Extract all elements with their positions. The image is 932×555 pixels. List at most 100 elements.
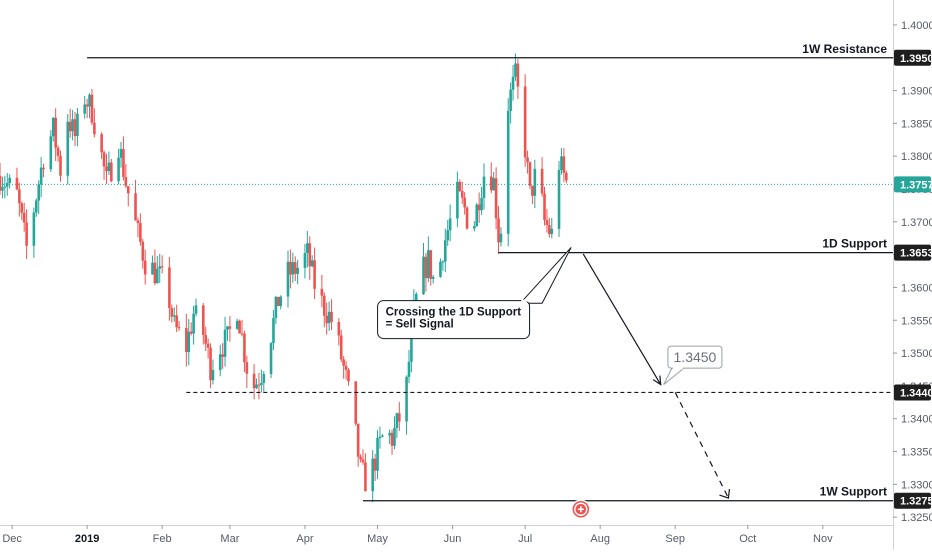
time-axis-bg [0, 525, 893, 550]
candle-body [306, 243, 309, 254]
candle-body [313, 260, 316, 289]
candle-body [303, 253, 307, 268]
level-badge-bg [894, 244, 931, 261]
candle-body [20, 203, 24, 213]
projection-arrow-line [674, 392, 729, 499]
target-label: 1.3450 [674, 349, 717, 365]
level-badge-label: 1.3653 [900, 248, 932, 260]
candle-body [388, 432, 391, 436]
candle-body [564, 172, 568, 181]
callout-pointer [519, 247, 572, 304]
candle-body [66, 121, 70, 176]
candle-body [134, 193, 137, 221]
candle-body [39, 167, 43, 185]
candle-body [465, 207, 469, 229]
price-tick-label: 1.3500 [901, 348, 932, 360]
candle-body [410, 326, 413, 362]
candle-body [543, 193, 546, 220]
candle-body [71, 119, 74, 132]
candle-body [143, 260, 147, 275]
candle-body [102, 152, 106, 167]
candle-body [344, 365, 348, 370]
candle-body [330, 311, 333, 322]
candle-body [456, 181, 459, 219]
candle-body [339, 335, 343, 360]
candle-body [15, 177, 19, 190]
price-tick-label: 1.3600 [901, 282, 932, 294]
levels-layer: 1W Resistance 1D Support 1W Support [0, 42, 893, 502]
candle-body [1, 187, 4, 191]
candle-body [310, 260, 314, 267]
candle-body [354, 381, 358, 424]
candle-body [460, 190, 464, 198]
candle-body [189, 331, 193, 334]
candle-body [187, 331, 191, 353]
target-pointer [663, 367, 686, 385]
level-badge-bg [894, 492, 931, 509]
candle-body [439, 261, 442, 277]
price-axis[interactable]: 1.40001.39501.39001.38501.38001.37501.37… [893, 0, 932, 550]
candle-body [269, 343, 273, 375]
candle-body [516, 63, 520, 87]
candle-body [431, 276, 435, 279]
candle-body [376, 438, 379, 471]
price-axis-bg [893, 0, 932, 550]
candle-body [211, 370, 215, 381]
candle-body [73, 119, 77, 137]
candle-body [170, 307, 174, 317]
candle-body [105, 166, 108, 172]
candle-body [320, 288, 324, 296]
candle-body [3, 186, 7, 188]
candle-body [279, 296, 283, 307]
candle-body [223, 329, 227, 357]
price-tick-label: 1.3800 [901, 151, 932, 163]
candle-body [361, 459, 365, 463]
candle-body [122, 149, 125, 178]
time-tick-label: Jun [444, 533, 462, 545]
candle-body [85, 104, 89, 107]
candle-body [119, 149, 123, 158]
candle-body [422, 256, 425, 295]
candle-body [548, 225, 551, 234]
level-label: 1D Support [822, 237, 887, 251]
candle-body [325, 315, 329, 324]
candle-body [185, 328, 188, 353]
candle-body [308, 243, 312, 267]
candle-body [160, 266, 164, 268]
candle-body [545, 219, 549, 226]
candle-body [511, 76, 515, 90]
candle-body [117, 157, 120, 182]
level-badge-label: 1.3440 [900, 387, 932, 399]
candle-body [255, 384, 258, 389]
time-tick-label: Feb [153, 533, 172, 545]
candle-body [49, 136, 53, 170]
time-axis[interactable]: Dec 2019 Feb Mar Apr May Jun Jul Aug Sep Oct Nov [0, 525, 893, 550]
candle-body [25, 222, 28, 246]
candle-body [427, 250, 430, 279]
candle-body [172, 315, 176, 317]
current-price-badge-label: 1.3757 [900, 179, 932, 191]
candle-body [221, 354, 224, 357]
candle-body [291, 262, 295, 275]
candle-body [90, 94, 94, 123]
candle-body [139, 223, 142, 242]
candle-body [153, 262, 157, 284]
candle-body [475, 204, 479, 227]
candle-body [531, 185, 534, 196]
candle-body [473, 226, 476, 229]
candle-body [54, 117, 57, 148]
candle-body [550, 228, 554, 234]
candle-body [497, 218, 500, 243]
candle-body [489, 176, 493, 191]
candle-body [68, 121, 72, 132]
candle-body [110, 162, 113, 182]
price-tick-label: 1.3350 [901, 447, 932, 459]
candle-body [240, 333, 244, 335]
candle-body [93, 122, 96, 135]
price-tick-label: 1.3900 [901, 86, 932, 98]
candle-body [257, 384, 261, 386]
candle-body [429, 250, 433, 279]
candle-body [126, 186, 130, 194]
